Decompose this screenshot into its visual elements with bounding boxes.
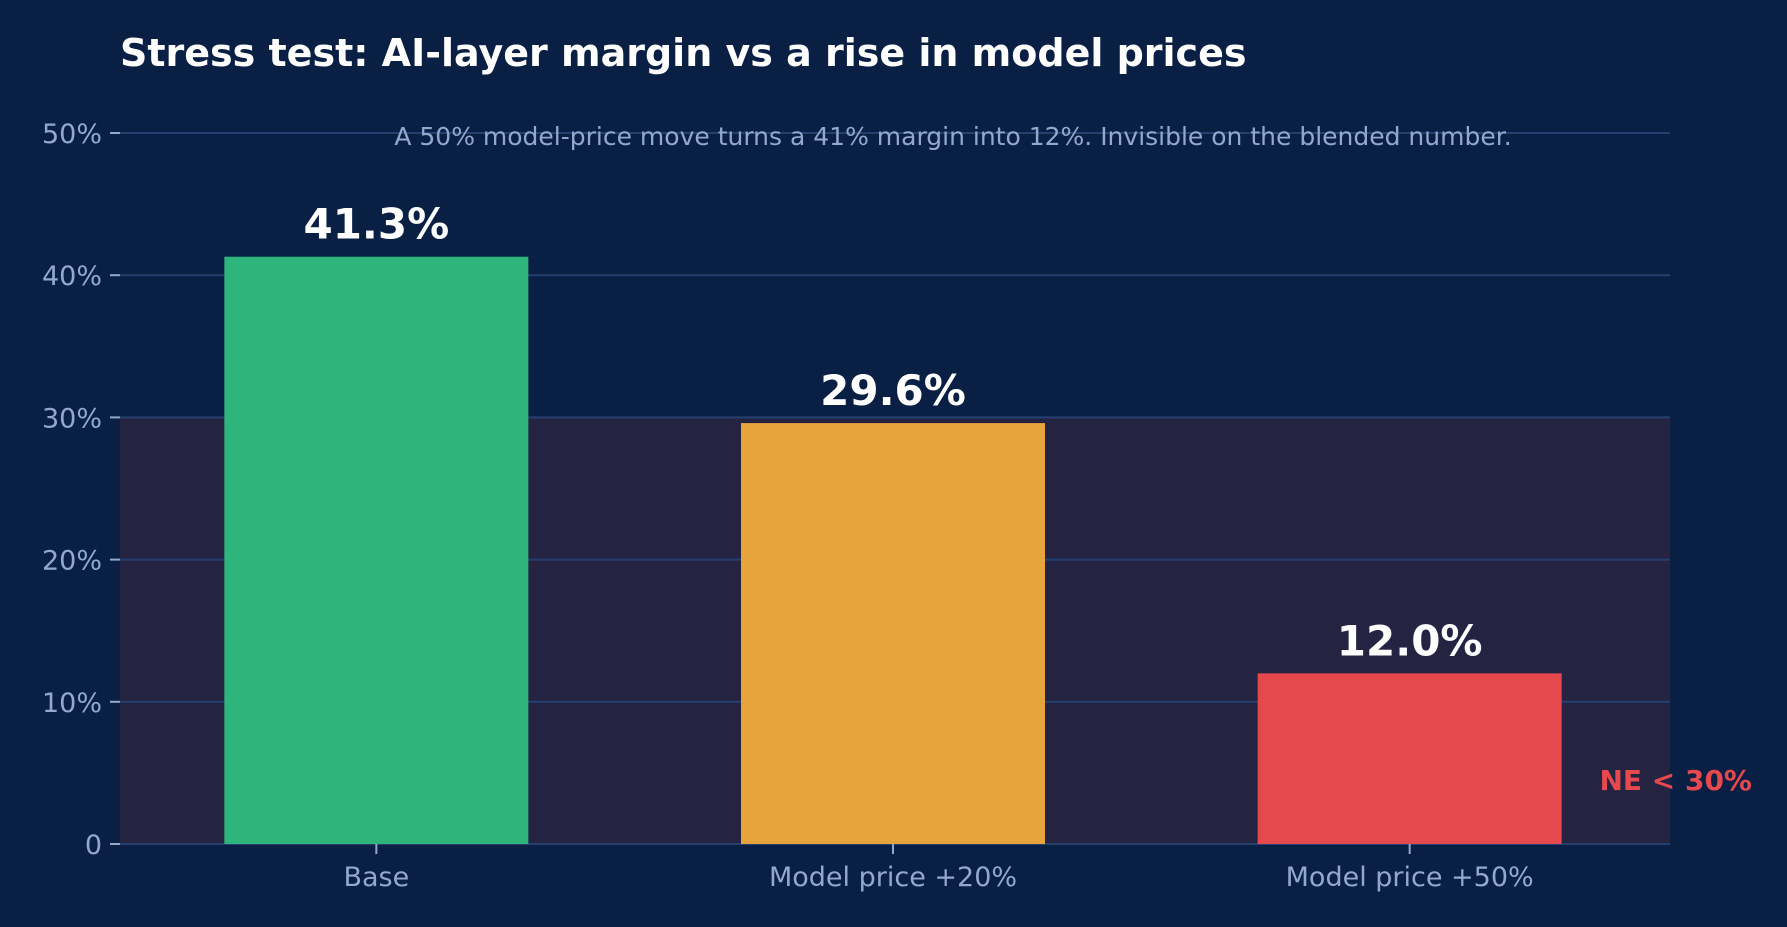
- bar-model-price-50: [1257, 673, 1562, 844]
- chart-subtitle: A 50% model-price move turns a 41% margi…: [394, 122, 1511, 151]
- y-tick-label: 50%: [42, 119, 102, 150]
- bar-value-label: 12.0%: [1337, 616, 1483, 665]
- y-tick-label: 20%: [42, 546, 102, 577]
- value-labels: 41.3% 29.6% 12.0%: [303, 200, 1482, 666]
- x-tick-label: Model price +50%: [1286, 862, 1534, 893]
- chart-title: Stress test: AI-layer margin vs a rise i…: [120, 31, 1246, 75]
- bar-base: [224, 256, 529, 844]
- bar-model-price-20: [741, 423, 1045, 844]
- danger-zone-label: NE < 30%: [1599, 764, 1752, 797]
- y-tick-label: 0: [85, 830, 102, 861]
- y-axis-ticks: 0 10% 20% 30% 40% 50%: [42, 119, 120, 861]
- bar-value-label: 29.6%: [820, 366, 966, 415]
- bar-value-label: 41.3%: [303, 200, 449, 249]
- x-axis-ticks: Base Model price +20% Model price +50%: [343, 844, 1534, 893]
- y-tick-label: 10%: [42, 688, 102, 719]
- bars: [224, 256, 1562, 844]
- y-tick-label: 30%: [42, 403, 102, 434]
- y-tick-label: 40%: [42, 261, 102, 292]
- x-tick-label: Base: [343, 862, 409, 893]
- x-tick-label: Model price +20%: [769, 862, 1017, 893]
